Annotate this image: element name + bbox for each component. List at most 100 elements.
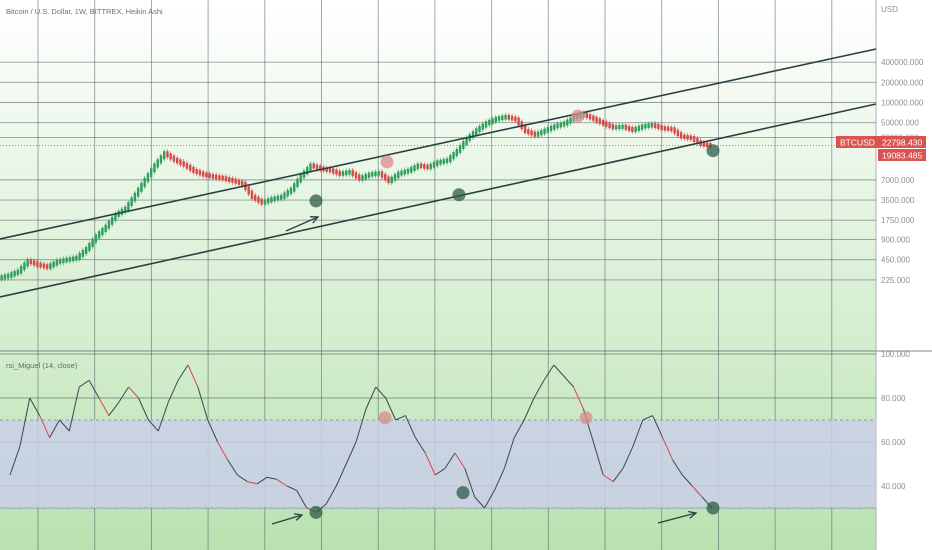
candle-body: [663, 126, 667, 131]
price-badge-price: 22798.430: [882, 138, 922, 148]
candle-body: [618, 124, 621, 130]
candle-body: [605, 121, 608, 127]
rsi-segment: [444, 452, 456, 469]
rsi-segment: [503, 437, 515, 469]
candle-body: [312, 163, 315, 169]
candle-body: [198, 170, 202, 176]
candle-body: [673, 127, 676, 134]
rsi-overbought-oversold-band: [0, 420, 876, 508]
candle-body: [136, 187, 140, 197]
candle-body: [273, 196, 276, 202]
candle-body: [380, 171, 384, 178]
annotation-arrows: [271, 216, 698, 525]
candle-body: [657, 123, 660, 130]
rsi-segment: [573, 386, 584, 410]
candle-body: [302, 170, 306, 178]
candle-body: [455, 148, 458, 157]
candle-body: [556, 123, 559, 129]
rsi-tick-label: 40.000: [881, 482, 906, 491]
rsi-segment: [266, 476, 278, 480]
channel-upper-line: [0, 48, 877, 240]
candle-body: [676, 129, 680, 137]
rsi-segment: [375, 386, 387, 399]
rsi-segment: [197, 386, 209, 421]
candle-body: [517, 117, 520, 126]
rsi-segment: [662, 437, 673, 460]
rsi-segment: [118, 386, 130, 403]
candle-body: [110, 216, 114, 225]
candle-body: [501, 115, 504, 121]
candle-body: [26, 259, 29, 267]
rsi-tick-label: 100.000: [881, 350, 910, 359]
rsi-segment: [494, 468, 505, 491]
candle-body: [416, 163, 419, 170]
channel-lower-line: [0, 103, 877, 298]
candle-body: [319, 165, 322, 171]
arrow-shaft: [285, 216, 319, 232]
candle-body: [84, 247, 88, 254]
rsi-tick-label: 80.000: [881, 394, 906, 403]
rsi-marker-red: [378, 411, 392, 425]
rsi-marker-green: [309, 505, 323, 519]
price-tick-label: 200000.000: [881, 78, 924, 87]
markers: [309, 109, 720, 519]
candle-body: [166, 151, 169, 158]
price-badge[interactable]: BTCUSD 22798.430 19083.485: [836, 136, 926, 161]
arrow-head: [293, 513, 304, 521]
arrow-shaft: [271, 514, 303, 525]
candle-body: [507, 114, 511, 120]
candle-body: [88, 242, 91, 252]
candle-body: [257, 196, 260, 203]
channel-lines: [0, 48, 877, 298]
candle-body: [393, 174, 397, 181]
candle-body: [514, 116, 517, 122]
candle-body: [241, 180, 244, 186]
candle-body: [130, 197, 133, 207]
candle-body: [75, 255, 78, 261]
rsi-segment: [365, 386, 377, 410]
candle-body: [78, 252, 81, 260]
candle-body: [426, 164, 429, 170]
candle-body: [175, 157, 179, 164]
rsi-segment: [345, 441, 357, 465]
candle-body: [403, 169, 406, 175]
price-axis-background: [876, 0, 932, 550]
rsi-segment: [325, 485, 337, 504]
candle-body: [696, 138, 699, 145]
candle-body: [182, 161, 185, 167]
rsi-segment: [29, 397, 41, 416]
rsi-segment: [19, 397, 31, 447]
candle-body: [484, 121, 488, 128]
chart-title: Bitcoin / U.S. Dollar, 1W, BITTREX, Heik…: [6, 7, 163, 16]
candle-body: [159, 155, 163, 164]
candle-body: [16, 269, 20, 275]
candle-body: [549, 125, 553, 132]
rsi-segment: [157, 402, 169, 432]
rsi-segment: [484, 490, 495, 509]
rsi-segment: [622, 446, 634, 469]
candle-body: [595, 116, 598, 123]
price-marker-green: [309, 194, 323, 208]
currency-label: USD: [881, 5, 898, 14]
candle-body: [107, 220, 111, 229]
candle-body: [270, 197, 273, 203]
candle-body: [423, 164, 426, 169]
candle-body: [289, 187, 293, 195]
rsi-segment: [543, 364, 555, 381]
candle-body: [332, 168, 335, 174]
candle-body: [215, 174, 218, 180]
candle-body: [585, 112, 589, 119]
candle-body: [29, 259, 33, 265]
candle-body: [637, 125, 641, 131]
candle-body: [345, 170, 348, 176]
candle-body: [172, 155, 176, 162]
candle-body: [406, 168, 410, 174]
candle-body: [543, 128, 546, 135]
candle-body: [140, 182, 143, 192]
candle-body: [611, 124, 615, 130]
candle-body: [143, 177, 146, 187]
rsi-segment: [563, 375, 574, 388]
rsi-segment: [207, 419, 219, 443]
